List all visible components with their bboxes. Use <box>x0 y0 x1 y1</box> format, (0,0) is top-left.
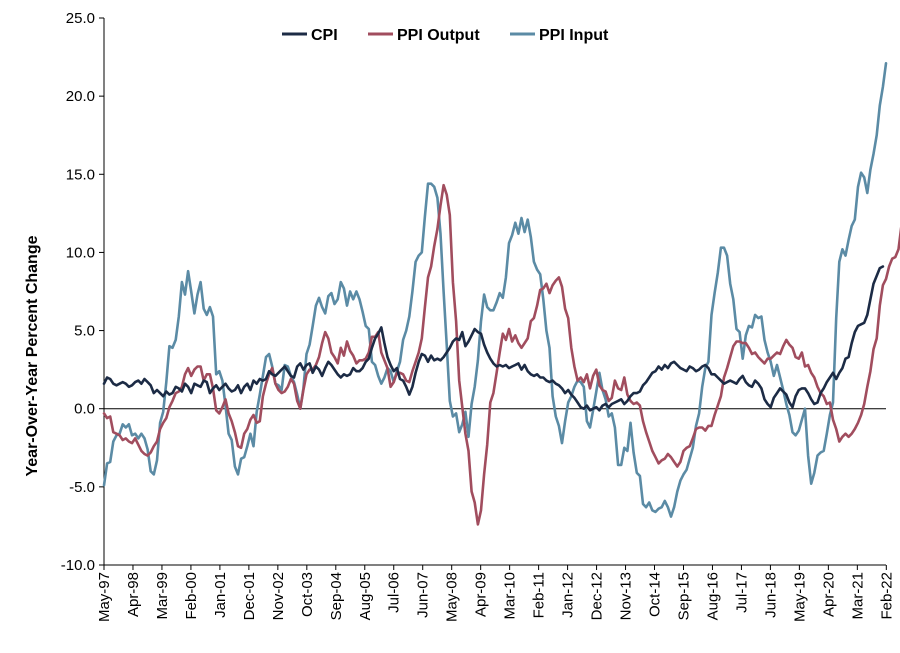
x-tick-label: Apr-09 <box>473 572 490 617</box>
x-tick-label: Jun-18 <box>762 572 779 618</box>
y-tick-label: -5.0 <box>69 479 95 496</box>
x-tick-label: Mar-99 <box>154 572 171 620</box>
x-tick-label: Jul-17 <box>733 572 750 613</box>
y-tick-label: 25.0 <box>66 10 95 27</box>
x-tick-label: Sep-04 <box>328 572 345 620</box>
x-tick-label: May-19 <box>791 572 808 622</box>
x-tick-label: Sep-15 <box>675 572 692 620</box>
x-tick-label: Feb-11 <box>531 572 548 618</box>
x-tick-label: Aug-05 <box>357 572 374 620</box>
x-tick-label: May-08 <box>444 572 461 622</box>
legend-label: CPI <box>311 27 338 44</box>
x-tick-label: Oct-03 <box>299 572 316 617</box>
y-tick-label: 20.0 <box>66 88 95 105</box>
y-axis-title: Year-Over-Year Percent Change <box>24 235 41 476</box>
y-tick-label: 15.0 <box>66 166 95 183</box>
x-axis-ticks: May-97 Apr-98 Mar-99 Feb-00 Jan-01 Dec-01 Nov-… <box>96 565 895 622</box>
x-tick-label: Apr-98 <box>125 572 142 617</box>
x-tick-label: May-97 <box>96 572 113 622</box>
legend-label: PPI Output <box>397 27 480 44</box>
x-tick-label: Feb-22 <box>878 572 895 620</box>
y-tick-label: 0.0 <box>74 401 95 418</box>
legend-label: PPI Input <box>539 27 609 44</box>
x-tick-label: Jan-12 <box>560 572 577 618</box>
y-tick-label: 10.0 <box>66 244 95 261</box>
x-tick-label: Dec-01 <box>241 572 258 620</box>
y-axis-ticks: 25.0 20.0 15.0 10.0 5.0 0.0 -5.0 -10.0 <box>61 10 104 574</box>
series-lines <box>102 62 900 526</box>
x-tick-label: Oct-14 <box>647 572 664 617</box>
x-tick-label: Jun-07 <box>415 572 432 618</box>
x-tick-label: Jan-01 <box>212 572 229 618</box>
series-line-cpi <box>102 265 885 412</box>
x-tick-label: Nov-13 <box>618 572 635 620</box>
series-line-ppi-output <box>102 183 900 526</box>
x-tick-label: Mar-21 <box>849 572 866 620</box>
axes <box>103 18 886 566</box>
y-tick-label: -10.0 <box>61 557 95 574</box>
legend: CPI PPI Output PPI Input <box>282 27 609 44</box>
x-tick-label: Dec-12 <box>589 572 606 620</box>
x-tick-label: Apr-20 <box>820 572 837 617</box>
y-tick-label: 5.0 <box>74 323 95 340</box>
x-tick-label: Mar-10 <box>502 572 519 620</box>
x-tick-label: Jul-06 <box>386 572 403 613</box>
x-tick-label: Feb-00 <box>183 572 200 620</box>
x-tick-label: Aug-16 <box>704 572 721 620</box>
series-line-ppi-input <box>102 62 888 518</box>
x-tick-label: Nov-02 <box>270 572 287 620</box>
